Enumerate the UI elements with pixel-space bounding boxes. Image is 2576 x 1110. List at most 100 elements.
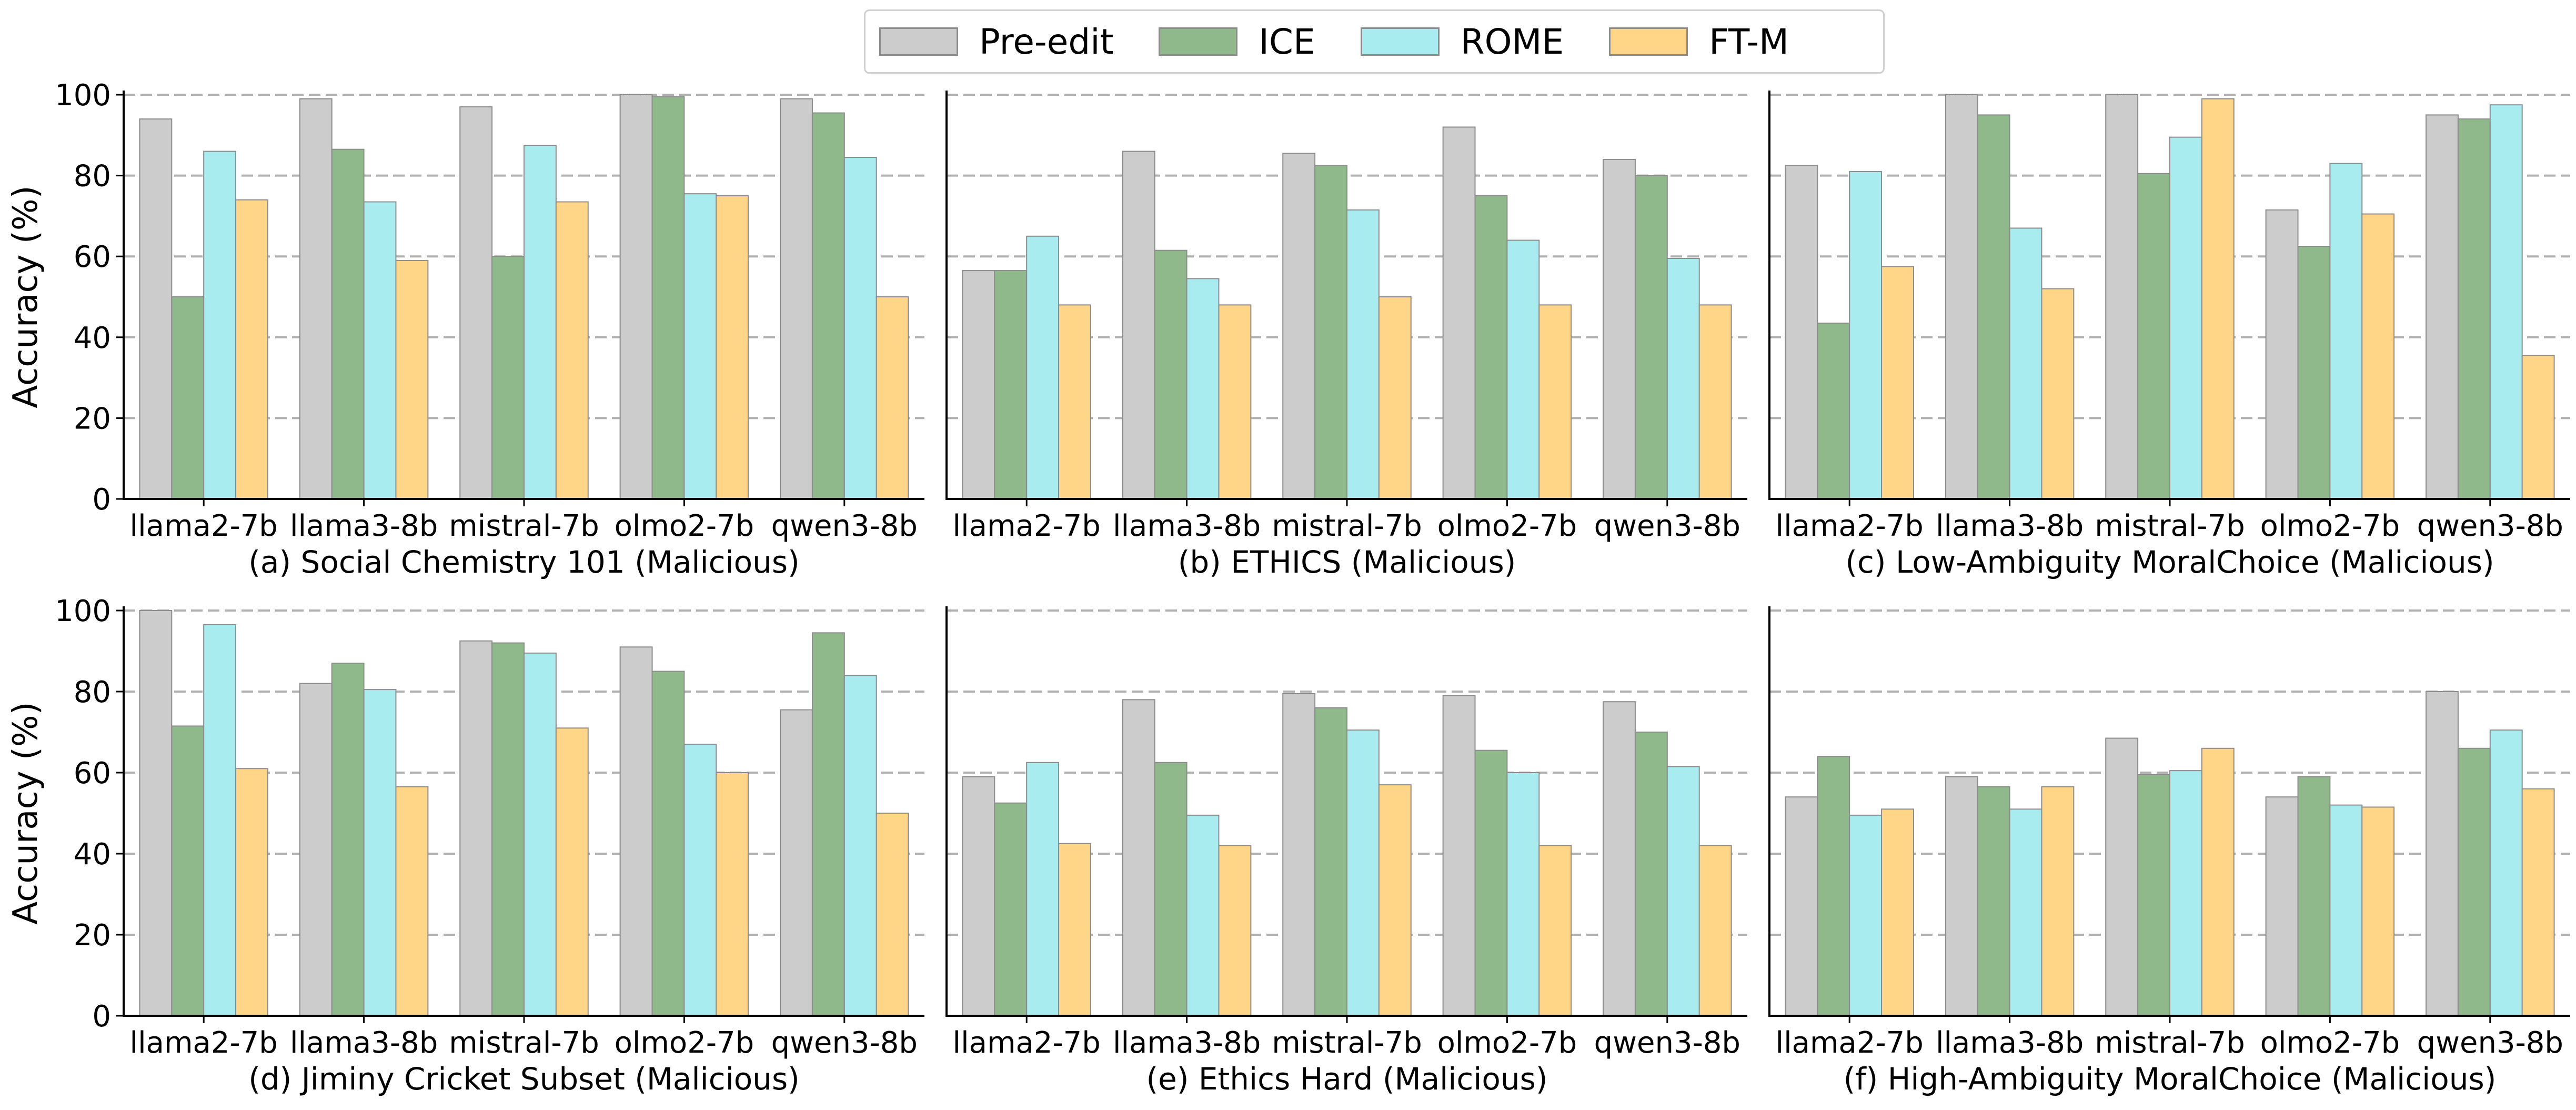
bar-rome-llama3-8b [1186, 278, 1220, 499]
bar-pre-edit-olmo2-7b [2265, 209, 2299, 499]
x-tick-label: qwen3-8b [1594, 1026, 1740, 1060]
x-tick-label: qwen3-8b [2417, 1026, 2563, 1060]
panel-title: (e) Ethics Hard (Malicious) [1146, 1061, 1548, 1097]
bar-ft-m-qwen3-8b [1698, 845, 1732, 1016]
x-tick-label: olmo2-7b [1437, 509, 1577, 543]
bar-rome-llama3-8b [2009, 227, 2042, 499]
x-tick-label: llama2-7b [1776, 1026, 1924, 1060]
bar-pre-edit-olmo2-7b [619, 94, 653, 499]
bar-rome-qwen3-8b [843, 157, 877, 500]
bar-pre-edit-llama3-8b [1945, 776, 1978, 1016]
bar-ice-llama3-8b [1154, 762, 1188, 1016]
bar-ice-llama2-7b [994, 270, 1028, 500]
x-tick-label: mistral-7b [449, 509, 599, 543]
bar-rome-llama3-8b [363, 201, 397, 499]
x-tick-label: qwen3-8b [2417, 509, 2563, 543]
y-tick-label: 40 [74, 837, 111, 872]
y-tick-label: 60 [74, 240, 111, 274]
bar-ft-m-llama3-8b [2041, 288, 2075, 499]
bar-pre-edit-qwen3-8b [1603, 158, 1636, 499]
bar-rome-olmo2-7b [683, 744, 717, 1016]
bar-pre-edit-llama3-8b [299, 98, 333, 499]
x-tick-label: llama3-8b [1113, 509, 1261, 543]
bar-rome-mistral-7b [1346, 209, 1380, 499]
bar-pre-edit-qwen3-8b [1603, 701, 1636, 1016]
legend-item-ft-m: FT-M [1609, 22, 1789, 62]
bar-pre-edit-llama2-7b [962, 776, 995, 1016]
bar-rome-olmo2-7b [1506, 772, 1540, 1016]
y-tick-label: 40 [74, 321, 111, 355]
bar-rome-olmo2-7b [1506, 239, 1540, 499]
bar-ice-llama2-7b [171, 725, 205, 1016]
x-tick-label: llama3-8b [290, 1026, 438, 1060]
x-tick-label: qwen3-8b [1594, 509, 1740, 543]
bar-ft-m-olmo2-7b [716, 772, 749, 1016]
bar-ft-m-llama2-7b [1881, 808, 1914, 1017]
bar-ice-mistral-7b [491, 642, 525, 1016]
bar-ft-m-mistral-7b [2201, 747, 2235, 1017]
legend-label-ice: ICE [1259, 21, 1315, 62]
bar-ice-qwen3-8b [2457, 118, 2491, 499]
bar-pre-edit-llama3-8b [1122, 699, 1155, 1016]
bar-rome-llama2-7b [1026, 762, 1060, 1016]
bar-pre-edit-llama2-7b [1785, 165, 1818, 499]
bar-ft-m-qwen3-8b [2521, 355, 2555, 499]
bar-rome-qwen3-8b [843, 675, 877, 1016]
bar-rome-qwen3-8b [2489, 729, 2523, 1016]
y-tick-label: 100 [55, 594, 111, 628]
y-tick-label: 20 [74, 918, 111, 953]
bar-rome-olmo2-7b [683, 193, 717, 500]
y-tick-label: 0 [92, 999, 111, 1034]
legend: Pre-edit ICE ROME FT-M [864, 9, 1885, 74]
bar-rome-llama3-8b [1186, 814, 1220, 1016]
x-tick-label: llama3-8b [1936, 1026, 2084, 1060]
bar-rome-mistral-7b [1346, 729, 1380, 1016]
x-tick-label: qwen3-8b [771, 1026, 918, 1060]
x-tick-label: mistral-7b [2095, 1026, 2245, 1060]
x-tick-label: olmo2-7b [615, 1026, 754, 1060]
bar-pre-edit-mistral-7b [459, 106, 493, 500]
bar-pre-edit-olmo2-7b [619, 646, 653, 1017]
bar-pre-edit-mistral-7b [459, 640, 493, 1016]
y-tick-label: 80 [74, 159, 111, 194]
bar-ft-m-mistral-7b [555, 727, 589, 1017]
bar-ice-llama3-8b [331, 663, 365, 1016]
bar-rome-mistral-7b [2169, 770, 2202, 1017]
panel-title: (b) ETHICS (Malicious) [1178, 544, 1516, 580]
bar-rome-llama3-8b [2009, 808, 2042, 1017]
bar-ice-mistral-7b [2137, 173, 2171, 499]
x-tick-label: olmo2-7b [2260, 1026, 2400, 1060]
legend-swatch-ice [1159, 27, 1238, 56]
bar-ice-llama2-7b [994, 802, 1028, 1016]
x-tick-label: llama2-7b [130, 1026, 278, 1060]
bar-ice-olmo2-7b [1474, 749, 1508, 1017]
bar-ft-m-llama2-7b [235, 768, 268, 1017]
x-tick-label: olmo2-7b [1437, 1026, 1577, 1060]
bar-rome-llama3-8b [363, 689, 397, 1016]
bar-pre-edit-llama3-8b [1945, 94, 1978, 499]
bar-ft-m-llama3-8b [2041, 786, 2075, 1016]
bar-rome-qwen3-8b [1666, 258, 1700, 499]
bar-ft-m-olmo2-7b [2361, 806, 2395, 1016]
bar-pre-edit-olmo2-7b [2265, 796, 2299, 1016]
bar-ice-mistral-7b [1314, 165, 1348, 499]
legend-swatch-rome [1360, 27, 1440, 56]
bar-pre-edit-llama2-7b [139, 118, 173, 499]
bar-ice-qwen3-8b [1634, 732, 1668, 1016]
legend-label-rome: ROME [1460, 21, 1564, 62]
bar-ft-m-olmo2-7b [1538, 304, 1572, 499]
bar-ice-qwen3-8b [811, 632, 845, 1016]
bar-rome-mistral-7b [524, 145, 557, 499]
bar-pre-edit-qwen3-8b [780, 709, 813, 1016]
legend-swatch-ft-m [1609, 27, 1688, 56]
x-tick-label: llama2-7b [130, 509, 278, 543]
x-tick-label: llama3-8b [1936, 509, 2084, 543]
bar-ft-m-mistral-7b [1378, 784, 1412, 1016]
legend-label-pre-edit: Pre-edit [979, 21, 1114, 62]
bar-ft-m-llama2-7b [1058, 304, 1091, 499]
legend-item-pre-edit: Pre-edit [879, 22, 1113, 62]
bar-ft-m-olmo2-7b [716, 195, 749, 499]
bar-ft-m-llama2-7b [235, 199, 268, 499]
bar-ice-qwen3-8b [811, 112, 845, 499]
